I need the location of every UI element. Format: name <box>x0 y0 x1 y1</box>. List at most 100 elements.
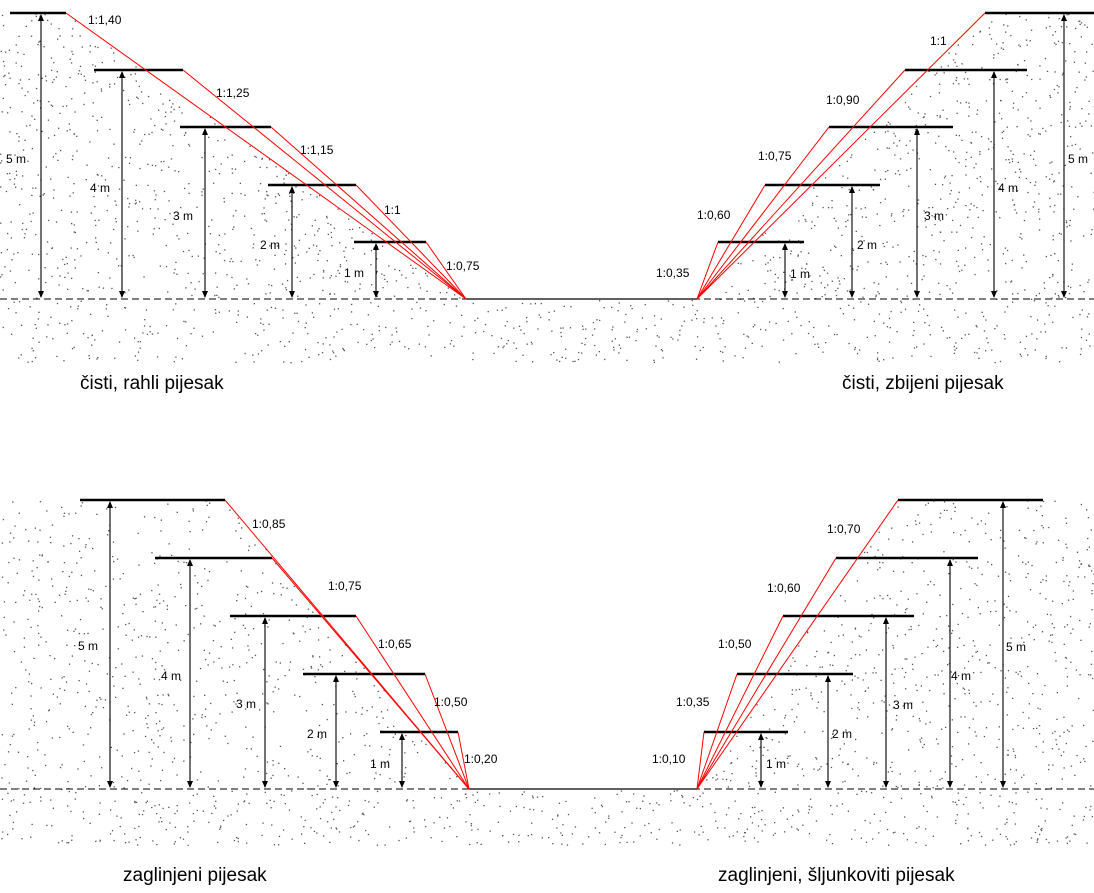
soil-dot <box>212 331 214 333</box>
soil-dot <box>501 835 504 837</box>
arrow-head <box>825 781 831 788</box>
soil-dot <box>472 352 474 354</box>
soil-dot <box>1057 539 1060 541</box>
soil-dot <box>618 302 620 304</box>
soil-dot <box>469 814 471 816</box>
soil-dot <box>941 728 943 730</box>
soil-dot <box>39 529 41 531</box>
soil-dot <box>927 132 929 134</box>
soil-dot <box>362 812 364 814</box>
soil-dot <box>25 25 27 27</box>
soil-dot <box>7 792 9 794</box>
soil-dot <box>974 273 976 276</box>
soil-dot <box>96 358 98 360</box>
soil-dot <box>283 361 285 363</box>
soil-dot <box>935 142 937 144</box>
soil-dot <box>990 611 992 613</box>
soil-dot <box>1058 232 1061 234</box>
soil-dot <box>126 714 128 716</box>
slope-line <box>270 126 467 300</box>
soil-dot <box>1034 184 1036 186</box>
soil-dot <box>970 141 972 144</box>
soil-dot <box>333 818 335 820</box>
soil-dot <box>851 679 853 681</box>
soil-dot <box>53 62 55 64</box>
soil-dot <box>148 751 150 753</box>
soil-dot <box>266 194 268 196</box>
soil-dot <box>379 697 381 699</box>
soil-dot <box>942 184 944 186</box>
soil-dot <box>884 131 887 133</box>
soil-dot <box>165 266 168 268</box>
soil-dot <box>160 128 163 130</box>
soil-dot <box>976 650 979 653</box>
soil-dot <box>317 342 319 344</box>
soil-dot <box>70 62 73 64</box>
soil-dot <box>518 325 521 327</box>
soil-dot <box>918 826 920 828</box>
soil-dot <box>304 842 306 844</box>
soil-dot <box>1049 205 1051 208</box>
soil-dot <box>34 527 36 529</box>
soil-dot <box>943 693 945 695</box>
soil-dot <box>974 351 976 354</box>
soil-dot <box>56 355 58 358</box>
soil-dot <box>1041 525 1043 527</box>
soil-dot <box>47 19 49 21</box>
soil-dot <box>41 554 43 556</box>
soil-dot <box>138 85 140 88</box>
soil-dot <box>925 844 927 846</box>
soil-dot <box>924 124 927 126</box>
soil-dot <box>263 207 265 209</box>
soil-dot <box>116 76 119 79</box>
soil-dot <box>951 719 953 721</box>
soil-dot <box>63 676 65 678</box>
soil-dot <box>137 844 139 846</box>
soil-dot <box>744 832 746 834</box>
soil-dot <box>326 783 328 785</box>
soil-dot <box>371 706 373 708</box>
soil-dot <box>1035 295 1037 297</box>
soil-dot <box>993 57 995 59</box>
soil-dot <box>889 327 891 329</box>
soil-dot <box>744 840 746 842</box>
soil-dot <box>235 210 237 212</box>
soil-dot <box>717 333 719 335</box>
soil-dot <box>189 531 191 533</box>
soil-dot <box>274 235 276 237</box>
soil-dot <box>194 288 196 290</box>
soil-dot <box>328 779 330 781</box>
soil-dot <box>1066 676 1069 678</box>
soil-dot <box>209 116 212 118</box>
soil-dot <box>1088 100 1090 102</box>
soil-dot <box>996 298 998 300</box>
soil-dot <box>970 203 972 205</box>
soil-dot <box>230 258 232 260</box>
soil-dot <box>219 713 221 715</box>
soil-dot <box>192 510 194 512</box>
soil-dot <box>305 322 307 324</box>
soil-dot <box>656 838 658 840</box>
soil-dot <box>250 227 253 230</box>
depth-label: 5 m <box>1006 640 1026 654</box>
soil-dot <box>1087 281 1089 283</box>
soil-dot <box>327 222 329 225</box>
soil-dot <box>76 150 78 152</box>
soil-dot <box>818 346 820 348</box>
soil-dot <box>965 159 967 161</box>
soil-dot <box>598 351 600 353</box>
soil-dot <box>312 244 315 246</box>
soil-dot <box>692 797 694 799</box>
soil-dot <box>757 306 759 308</box>
soil-dot <box>444 762 446 764</box>
slope-ratio-label: 1:0,50 <box>434 695 468 709</box>
soil-dot <box>151 739 153 741</box>
soil-dot <box>341 328 343 330</box>
soil-dot <box>902 215 905 217</box>
soil-dot <box>196 607 198 610</box>
soil-dot <box>92 82 94 84</box>
soil-dot <box>161 728 163 731</box>
slope-line <box>65 12 467 300</box>
soil-dot <box>660 318 662 320</box>
soil-dot <box>1006 606 1008 608</box>
